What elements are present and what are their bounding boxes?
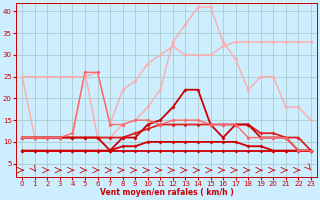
X-axis label: Vent moyen/en rafales ( km/h ): Vent moyen/en rafales ( km/h ) [100,188,234,197]
